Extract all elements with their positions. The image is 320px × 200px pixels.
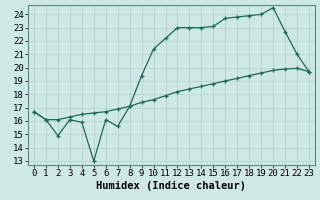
X-axis label: Humidex (Indice chaleur): Humidex (Indice chaleur) bbox=[97, 181, 246, 191]
